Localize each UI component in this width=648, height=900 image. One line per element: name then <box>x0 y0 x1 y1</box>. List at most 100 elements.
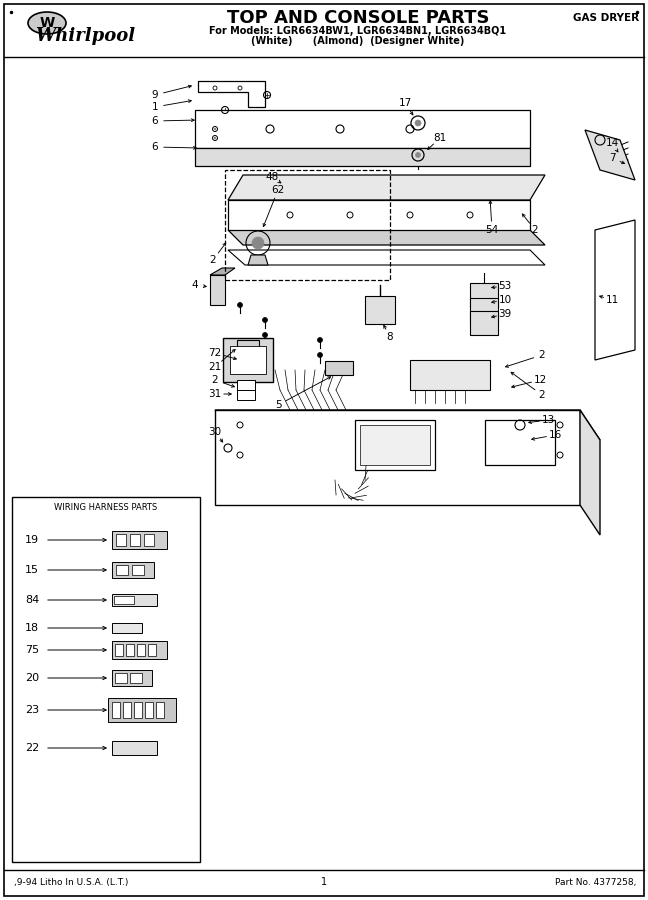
Text: 1: 1 <box>152 102 158 112</box>
Text: 53: 53 <box>498 281 512 291</box>
Bar <box>112 623 142 633</box>
Bar <box>470 311 498 335</box>
Text: 48: 48 <box>266 172 279 182</box>
Bar <box>237 380 255 390</box>
Text: 17: 17 <box>399 98 411 108</box>
Polygon shape <box>210 275 225 305</box>
Circle shape <box>318 353 323 357</box>
Text: ,9-94 Litho In U.S.A. (L.T.): ,9-94 Litho In U.S.A. (L.T.) <box>14 878 128 886</box>
Bar <box>237 390 255 400</box>
Circle shape <box>415 152 421 158</box>
Bar <box>144 534 154 546</box>
Circle shape <box>262 318 268 322</box>
Text: 4: 4 <box>192 280 198 290</box>
Bar <box>134 702 142 718</box>
Polygon shape <box>228 200 530 230</box>
Text: 18: 18 <box>25 623 39 633</box>
Text: 20: 20 <box>25 673 39 683</box>
Bar <box>148 644 156 656</box>
Text: (White)      (Almond)  (Designer White): (White) (Almond) (Designer White) <box>251 36 465 46</box>
Bar <box>410 360 490 390</box>
Bar <box>145 702 153 718</box>
Bar <box>112 741 157 755</box>
Bar <box>112 531 167 549</box>
Bar <box>230 346 266 374</box>
Bar <box>237 340 259 352</box>
Polygon shape <box>228 230 545 245</box>
Circle shape <box>318 338 323 343</box>
Bar <box>116 534 126 546</box>
Bar <box>132 565 144 575</box>
Text: 7: 7 <box>608 153 616 163</box>
Text: 75: 75 <box>25 645 39 655</box>
Bar <box>130 673 142 683</box>
Text: 72: 72 <box>209 348 222 358</box>
Text: WIRING HARNESS PARTS: WIRING HARNESS PARTS <box>54 502 157 511</box>
Text: 9: 9 <box>152 90 158 100</box>
Bar <box>223 338 273 382</box>
Bar <box>123 702 131 718</box>
Bar <box>112 641 167 659</box>
Bar <box>112 670 152 686</box>
Text: 12: 12 <box>533 375 547 385</box>
Bar <box>126 644 134 656</box>
Bar <box>115 644 123 656</box>
Text: 84: 84 <box>25 595 40 605</box>
Text: W: W <box>40 16 54 30</box>
Polygon shape <box>195 148 530 166</box>
Text: 6: 6 <box>152 142 158 152</box>
Bar <box>114 596 134 604</box>
Bar <box>112 562 154 578</box>
Bar <box>137 644 145 656</box>
Polygon shape <box>215 410 580 505</box>
Bar <box>112 702 120 718</box>
Text: TOP AND CONSOLE PARTS: TOP AND CONSOLE PARTS <box>227 9 489 27</box>
Text: Whirlpool: Whirlpool <box>35 27 135 45</box>
Polygon shape <box>580 410 600 535</box>
Text: 23: 23 <box>25 705 39 715</box>
Text: 10: 10 <box>498 295 511 305</box>
Text: 31: 31 <box>209 389 222 399</box>
Text: For Models: LGR6634BW1, LGR6634BN1, LGR6634BQ1: For Models: LGR6634BW1, LGR6634BN1, LGR6… <box>209 26 507 36</box>
Text: Part No. 4377258,: Part No. 4377258, <box>555 878 636 886</box>
Bar <box>130 534 140 546</box>
Text: 2: 2 <box>532 225 538 235</box>
Text: 22: 22 <box>25 743 40 753</box>
Bar <box>225 170 390 280</box>
Bar <box>116 565 128 575</box>
Text: 16: 16 <box>548 430 562 440</box>
Circle shape <box>214 128 216 130</box>
Polygon shape <box>198 81 265 107</box>
Text: GAS DRYER: GAS DRYER <box>573 13 639 23</box>
Circle shape <box>262 332 268 338</box>
Bar <box>12 497 200 862</box>
Text: 11: 11 <box>605 295 619 305</box>
Bar <box>325 361 353 375</box>
Text: 54: 54 <box>485 225 498 235</box>
Text: 2: 2 <box>210 255 216 265</box>
Text: 1: 1 <box>321 877 327 887</box>
Polygon shape <box>228 250 545 265</box>
Ellipse shape <box>28 12 66 34</box>
Text: 21: 21 <box>209 362 222 372</box>
Text: 39: 39 <box>498 309 512 319</box>
Circle shape <box>214 137 216 139</box>
Text: 8: 8 <box>387 332 393 342</box>
Text: 13: 13 <box>541 415 555 425</box>
Text: 81: 81 <box>434 133 446 143</box>
Bar <box>108 698 176 722</box>
Circle shape <box>415 120 421 126</box>
Polygon shape <box>228 175 545 200</box>
Text: 6: 6 <box>152 116 158 126</box>
Bar <box>485 420 555 465</box>
Polygon shape <box>215 410 600 440</box>
Bar <box>365 296 395 324</box>
Text: 2: 2 <box>212 375 218 385</box>
Polygon shape <box>595 220 635 360</box>
Circle shape <box>252 237 264 249</box>
Text: 14: 14 <box>605 138 619 148</box>
Text: 30: 30 <box>209 427 222 437</box>
Bar <box>355 420 435 470</box>
Bar <box>470 283 498 307</box>
Circle shape <box>238 302 242 308</box>
